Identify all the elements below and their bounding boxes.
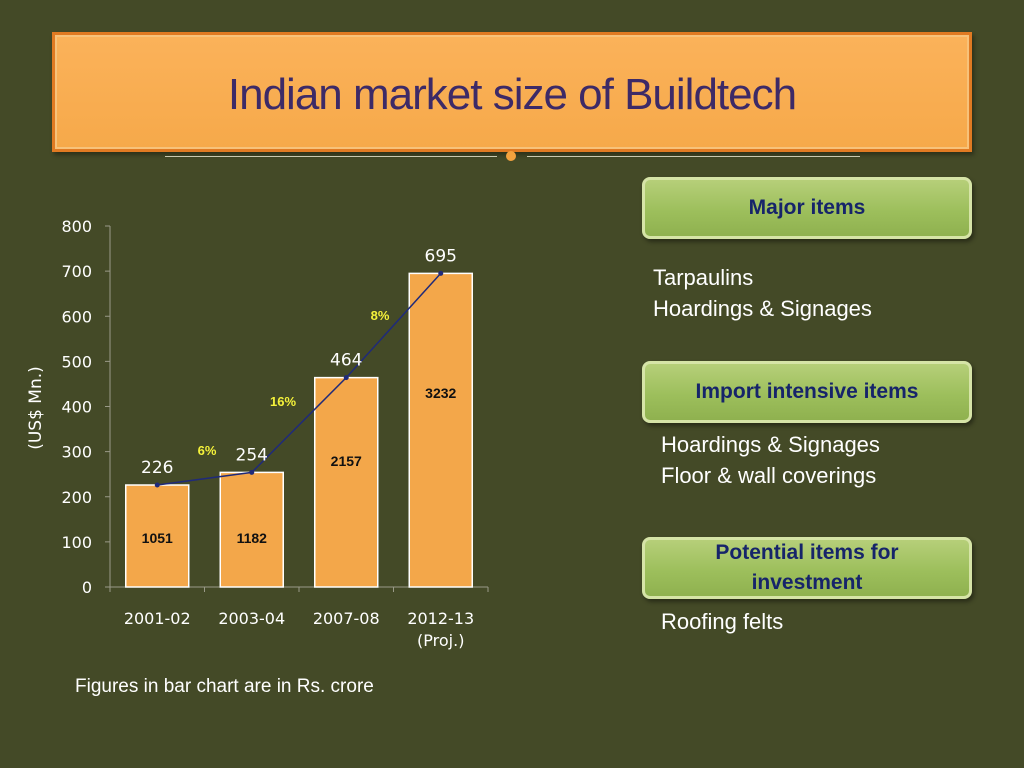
data-label-rs: 1051 (142, 530, 173, 546)
bar (125, 484, 190, 588)
potential-items-list: Roofing felts (661, 606, 783, 637)
bar (314, 376, 379, 588)
data-label-usd: 226 (141, 458, 173, 478)
data-label-rs: 3232 (425, 385, 456, 401)
import-intensive-list: Hoardings & Signages Floor & wall coveri… (661, 429, 880, 491)
data-label-usd: 464 (330, 351, 362, 371)
panel-heading-potential-items: Potential items for investment (642, 537, 972, 599)
x-tick-label: (Proj.) (417, 631, 464, 650)
bar (219, 471, 284, 588)
y-tick-label: 100 (61, 533, 92, 552)
panel-heading-major-items: Major items (642, 177, 972, 239)
trend-point (249, 469, 255, 475)
major-items-list: Tarpaulins Hoardings & Signages (653, 262, 872, 324)
growth-label: 16% (270, 394, 296, 409)
trend-point (438, 270, 444, 276)
y-tick-label: 400 (61, 398, 92, 417)
list-item: Floor & wall coverings (661, 463, 877, 488)
title-rule-left (165, 156, 497, 157)
title-rule-right (527, 156, 860, 157)
panel-heading-import-intensive: Import intensive items (642, 361, 972, 423)
title-box (52, 32, 972, 152)
y-tick-label: 500 (61, 352, 92, 371)
data-label-rs: 1182 (237, 530, 268, 546)
trend-line (157, 272, 442, 486)
x-tick-label: 2003-04 (218, 609, 285, 628)
title-rule-dot (506, 151, 516, 161)
y-tick-label: 800 (61, 217, 92, 236)
list-item: Tarpaulins (653, 265, 754, 290)
data-label-usd: 695 (425, 246, 457, 266)
y-tick-label: 200 (61, 488, 92, 507)
x-tick-label: 2012-13 (407, 609, 474, 628)
slide-title: Indian market size of Buildtech (227, 70, 797, 119)
trend-point (154, 482, 160, 488)
trend-point (343, 375, 349, 381)
y-tick-label: 600 (61, 307, 92, 326)
list-item: Roofing felts (661, 609, 784, 634)
data-label-usd: 254 (236, 445, 268, 465)
list-item: Hoardings & Signages (653, 296, 872, 321)
growth-label: 8% (371, 308, 390, 323)
bar (408, 272, 473, 588)
chart-footnote: Figures in bar chart are in Rs. crore (75, 676, 374, 697)
x-tick-label: 2007-08 (313, 609, 380, 628)
y-tick-label: 0 (82, 578, 92, 597)
y-tick-label: 700 (61, 262, 92, 281)
growth-label: 6% (198, 443, 217, 458)
list-item: Hoardings & Signages (661, 432, 880, 457)
y-tick-label: 300 (61, 443, 92, 462)
x-tick-label: 2001-02 (124, 609, 191, 628)
y-axis-label: (US$ Mn.) (26, 366, 46, 450)
data-label-rs: 2157 (331, 453, 362, 469)
